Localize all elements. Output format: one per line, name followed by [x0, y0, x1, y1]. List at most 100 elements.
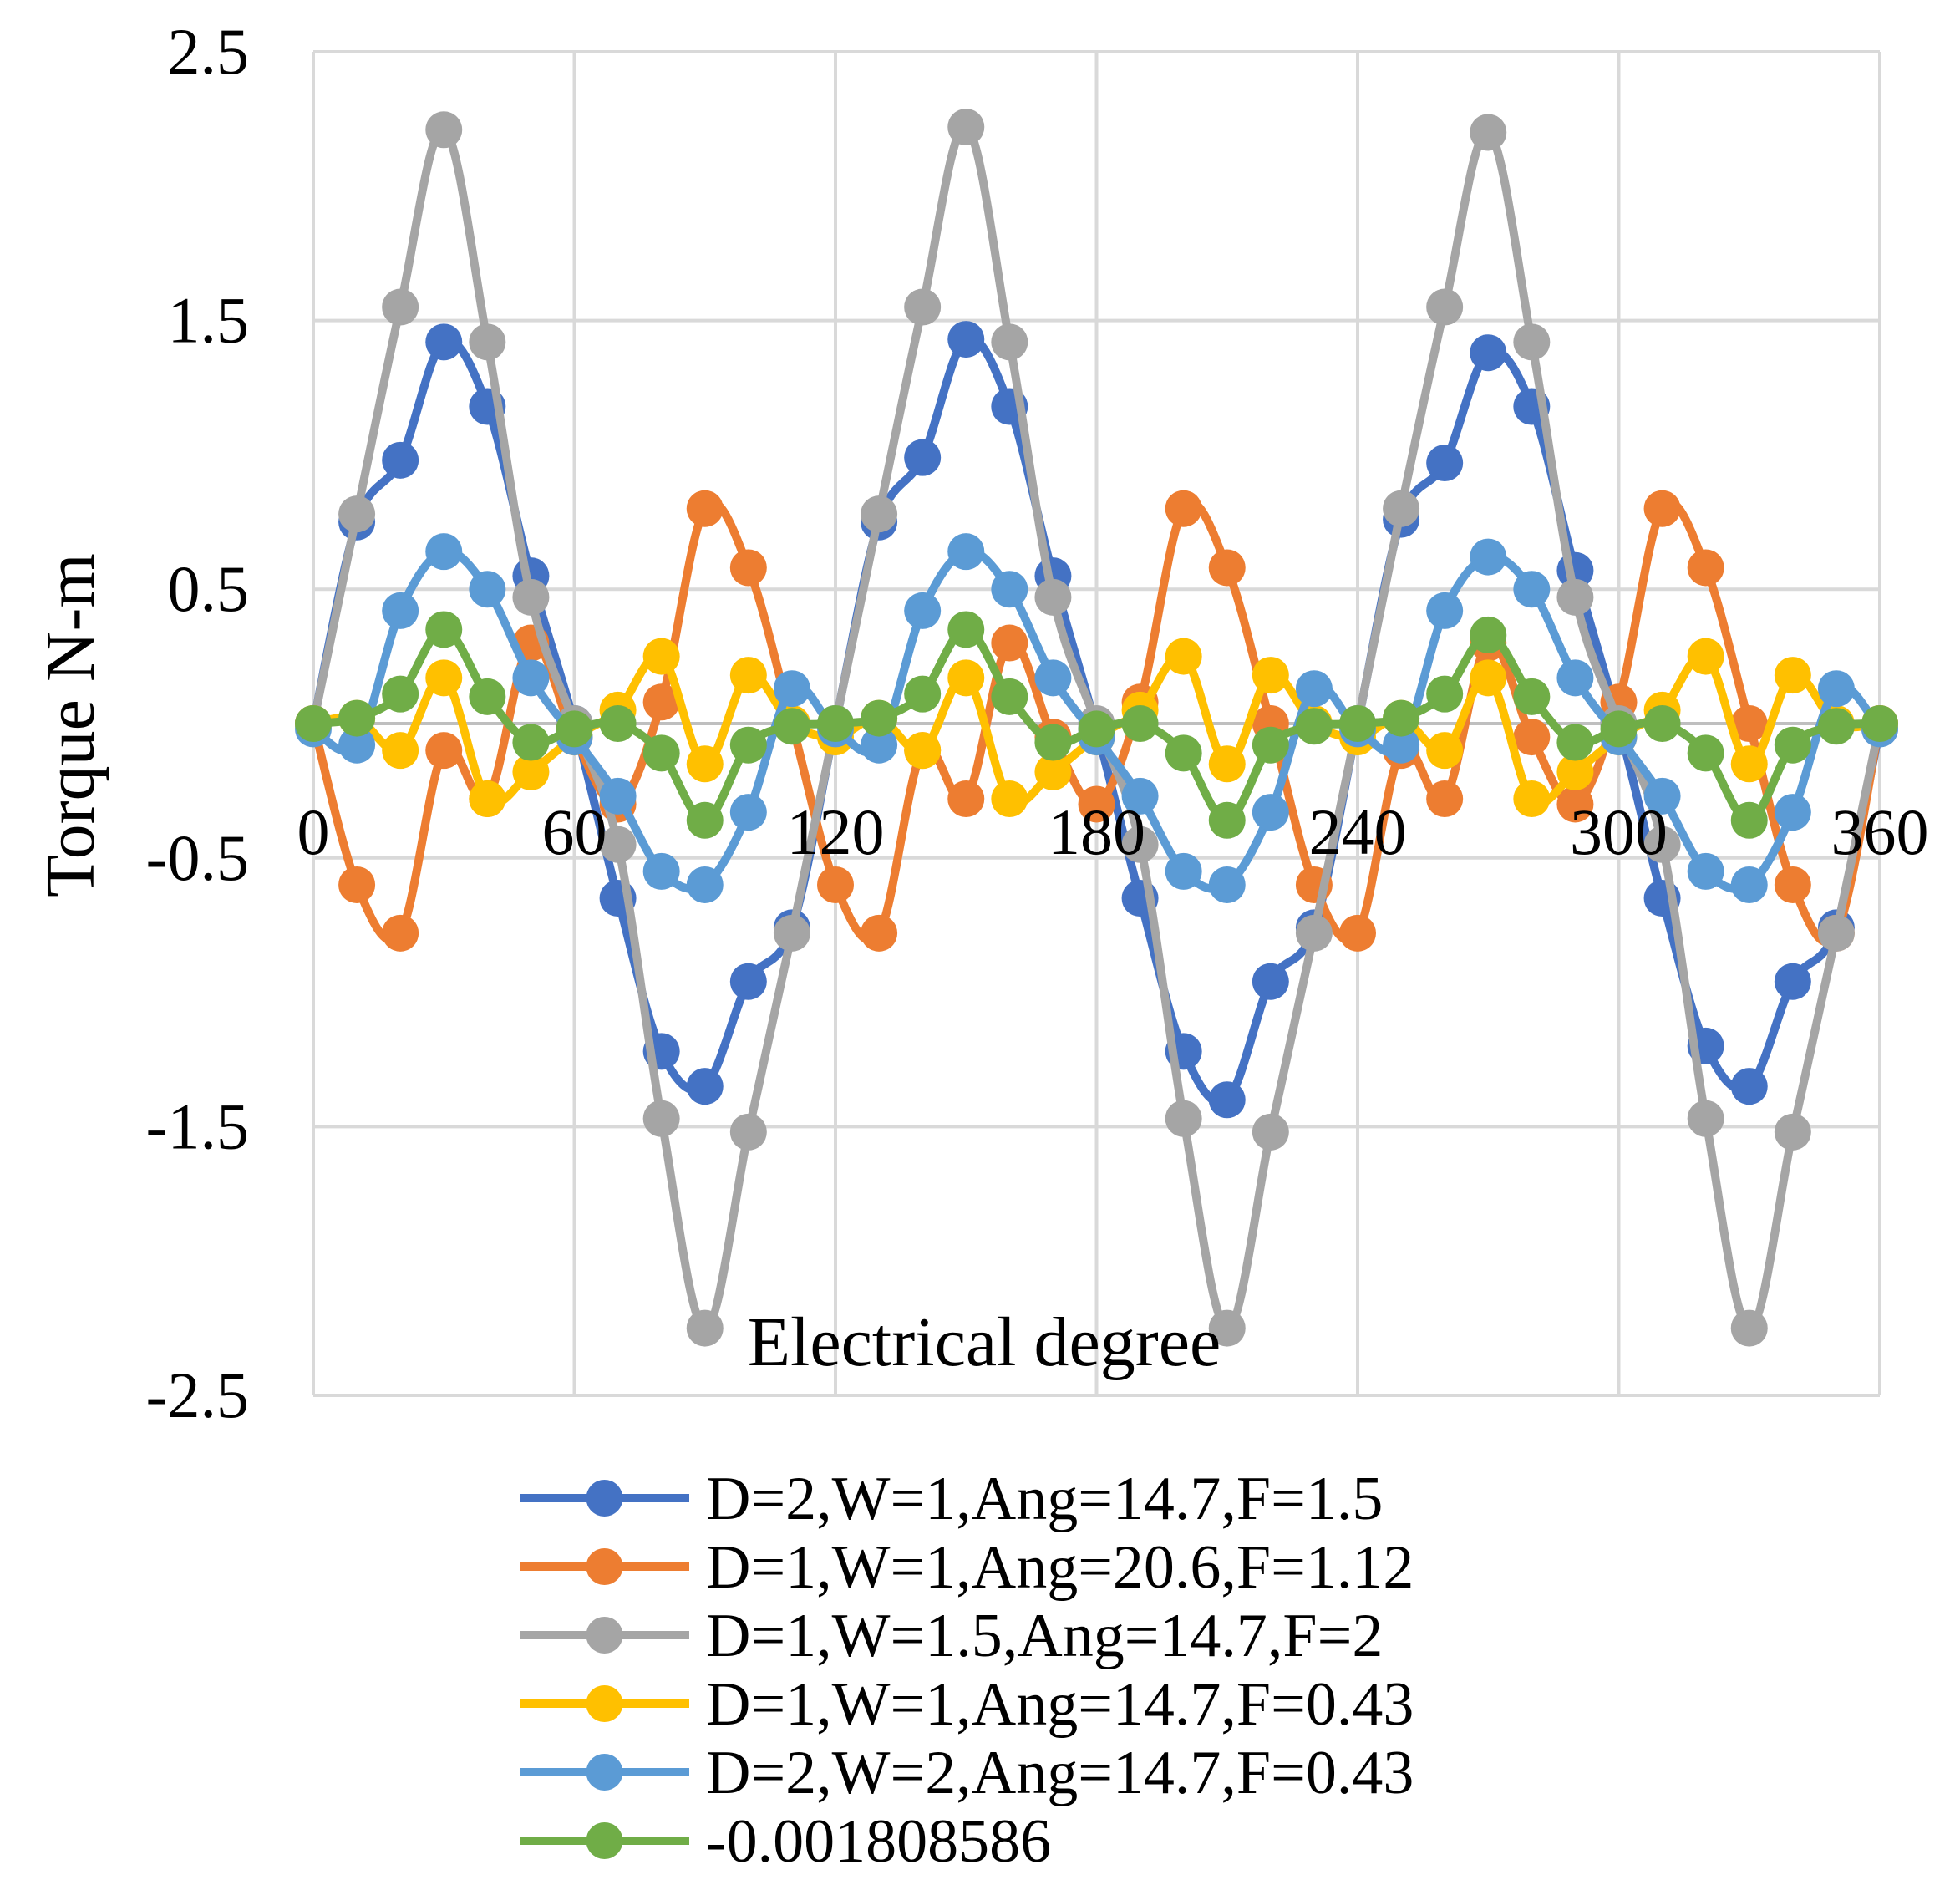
data-point	[947, 109, 985, 146]
data-point	[1556, 659, 1594, 697]
legend-marker	[586, 1754, 623, 1791]
data-point	[1208, 1081, 1246, 1119]
data-point	[904, 439, 942, 476]
data-point	[686, 801, 724, 839]
data-point	[1774, 963, 1811, 1000]
data-point	[425, 659, 463, 697]
data-point	[1774, 866, 1811, 903]
data-point	[729, 549, 767, 587]
y-tick-label: 0.5	[168, 552, 250, 625]
data-point	[642, 1100, 680, 1137]
x-tick-label: 60	[542, 795, 607, 868]
data-point	[1643, 777, 1681, 815]
data-point	[947, 780, 985, 818]
data-point	[1556, 785, 1594, 823]
data-point	[1426, 732, 1464, 770]
x-axis-title: Electrical degree	[748, 1303, 1221, 1381]
data-point	[382, 288, 419, 326]
y-tick-label: -0.5	[146, 821, 249, 894]
data-point	[1643, 826, 1681, 863]
data-point	[729, 963, 767, 1000]
legend-marker	[586, 1822, 623, 1859]
series-6	[295, 611, 1898, 839]
data-point	[1208, 745, 1246, 783]
data-point	[425, 732, 463, 770]
data-point	[1513, 571, 1551, 608]
data-point	[904, 592, 942, 629]
data-point	[338, 726, 376, 764]
y-tick-label: -1.5	[146, 1090, 249, 1162]
data-point	[382, 592, 419, 629]
data-point	[1774, 794, 1811, 831]
data-point	[1252, 794, 1289, 831]
data-point	[1426, 592, 1464, 629]
data-point	[1252, 657, 1289, 694]
data-point	[947, 611, 985, 648]
data-point	[947, 321, 985, 358]
data-point	[512, 659, 550, 697]
data-point	[861, 914, 898, 952]
data-point	[425, 611, 463, 648]
data-point	[1121, 826, 1159, 863]
data-point	[1730, 1309, 1768, 1347]
data-point	[642, 852, 680, 890]
data-point	[425, 323, 463, 361]
data-point	[1730, 1068, 1768, 1105]
data-point	[1774, 657, 1811, 694]
data-point	[382, 675, 419, 713]
data-point	[642, 683, 680, 721]
data-point	[729, 1113, 767, 1151]
data-point	[382, 732, 419, 770]
legend-entry: -0.001808586	[520, 1807, 1051, 1876]
data-point	[1034, 659, 1072, 697]
data-point	[686, 490, 724, 527]
x-tick-label: 180	[1048, 795, 1145, 868]
legend-marker	[586, 1685, 623, 1722]
y-axis-title: Torque N-m	[32, 553, 109, 897]
data-point	[947, 659, 985, 697]
data-point	[1252, 726, 1289, 764]
data-point	[425, 533, 463, 571]
data-point	[1165, 1100, 1202, 1137]
data-point	[1121, 777, 1159, 815]
data-point	[1252, 963, 1289, 1000]
data-point	[1643, 490, 1681, 527]
legend-label: D=2,W=2,Ang=14.7,F=0.43	[706, 1739, 1414, 1807]
data-point	[1078, 785, 1115, 823]
data-point	[338, 495, 376, 533]
data-point	[512, 753, 550, 790]
data-point	[1252, 1113, 1289, 1151]
x-tick-label: 360	[1831, 795, 1929, 868]
x-tick-label: 120	[787, 795, 885, 868]
data-point	[1034, 753, 1072, 790]
data-point	[1165, 490, 1202, 527]
data-point	[1817, 914, 1855, 952]
data-point	[1470, 334, 1507, 372]
legend-entry: D=2,W=1,Ang=14.7,F=1.5	[520, 1465, 1383, 1533]
data-point	[1165, 852, 1202, 890]
x-tick-label: 240	[1309, 795, 1407, 868]
data-point	[773, 708, 810, 745]
data-point	[773, 670, 810, 708]
data-point	[686, 1309, 724, 1347]
data-point	[1687, 734, 1724, 772]
data-point	[1730, 801, 1768, 839]
data-point	[599, 826, 637, 863]
y-axis-tick-labels: 2.5 1.5 0.5 -0.5 -1.5 -2.5	[146, 15, 249, 1431]
legend-label: D=1,W=1.5,Ang=14.7,F=2	[706, 1602, 1383, 1670]
data-point	[729, 726, 767, 764]
data-point	[642, 734, 680, 772]
data-point	[512, 724, 550, 761]
data-point	[904, 732, 942, 770]
legend-label: D=1,W=1,Ang=20.6,F=1.12	[706, 1533, 1414, 1602]
data-point	[469, 678, 506, 715]
data-point	[1643, 705, 1681, 742]
series-layer	[295, 109, 1898, 1347]
data-point	[1383, 490, 1420, 527]
data-point	[469, 571, 506, 608]
legend-marker	[586, 1548, 623, 1585]
data-point	[1121, 705, 1159, 742]
data-point	[1165, 638, 1202, 675]
data-point	[599, 705, 637, 742]
data-point	[1208, 866, 1246, 903]
